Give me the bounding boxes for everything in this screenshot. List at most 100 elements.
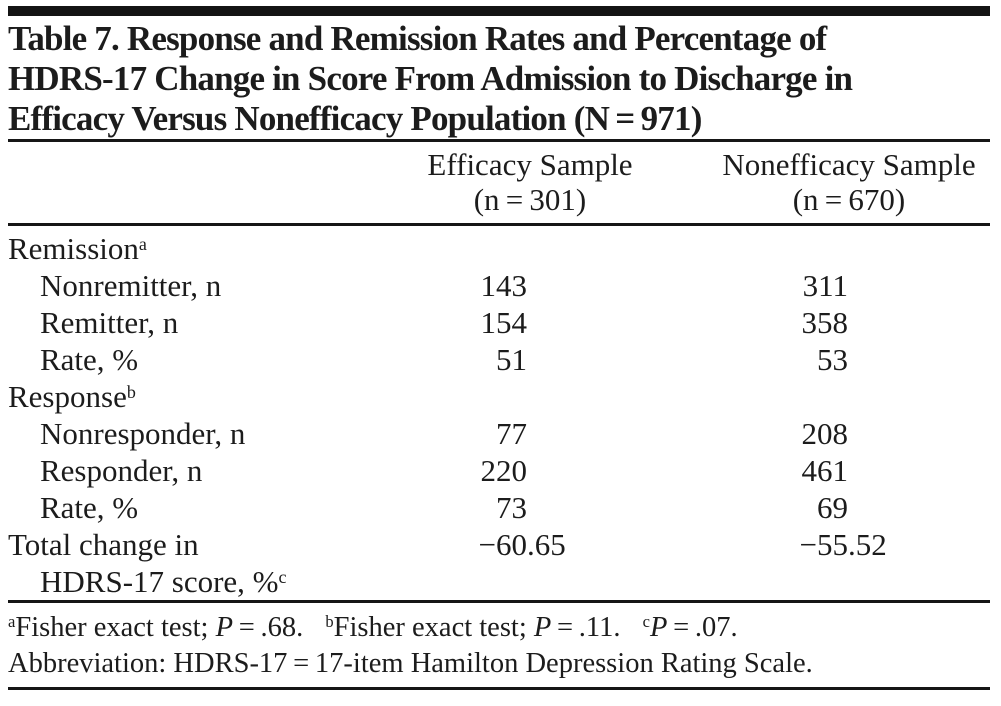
cell-nonefficacy bbox=[690, 563, 990, 600]
row-label-text: Total change in bbox=[8, 527, 199, 562]
int-part: 154 bbox=[480, 305, 528, 340]
footnote-a-p: P bbox=[215, 612, 234, 643]
table-row-remission-rate: Rate, % 51 53 bbox=[8, 341, 990, 378]
int-part: 77 bbox=[496, 416, 527, 451]
bottom-rule bbox=[8, 687, 990, 690]
int-part: 53 bbox=[817, 342, 848, 377]
table-body: Remissiona Nonremitter, n 143 311 Remitt… bbox=[8, 226, 990, 600]
footnote-b-value: = .11. bbox=[551, 612, 621, 643]
row-label-text: Rate, % bbox=[40, 342, 139, 377]
table-row-total-change-line2: HDRS-17 score, %c bbox=[8, 563, 990, 600]
journal-table-figure: Table 7. Response and Remission Rates an… bbox=[8, 6, 990, 690]
row-label: HDRS-17 score, %c bbox=[8, 563, 370, 600]
int-part: 143 bbox=[480, 268, 528, 303]
footnote-c-value: = .07. bbox=[667, 612, 738, 643]
footnote-a-text: Fisher exact test; bbox=[15, 612, 216, 643]
row-label-text: Response bbox=[8, 379, 127, 414]
cell-nonefficacy bbox=[690, 230, 990, 267]
row-label: Nonresponder, n bbox=[8, 415, 370, 452]
cell-efficacy: 220 bbox=[370, 452, 690, 489]
row-label-text: Nonremitter, n bbox=[40, 268, 222, 303]
cell-efficacy: −60.65 bbox=[370, 526, 690, 563]
cell-nonefficacy bbox=[690, 378, 990, 415]
column-header-efficacy-n: (n = 301) bbox=[473, 182, 587, 217]
header-spacer bbox=[8, 147, 370, 217]
column-header-efficacy: Efficacy Sample (n = 301) bbox=[370, 147, 690, 217]
column-header-nonefficacy-name: Nonefficacy Sample bbox=[722, 147, 976, 182]
footnote-c: cP = .07. bbox=[643, 612, 738, 643]
row-label: Rate, % bbox=[8, 341, 370, 378]
footnote-b-marker: b bbox=[325, 612, 334, 632]
int-part: 208 bbox=[801, 416, 849, 451]
footnote-a-marker: a bbox=[8, 612, 16, 632]
row-label-text: Responder, n bbox=[40, 453, 203, 488]
int-part: 220 bbox=[480, 453, 528, 488]
footnote-marker-a: a bbox=[138, 233, 147, 254]
cell-efficacy bbox=[370, 230, 690, 267]
cell-efficacy: 73 bbox=[370, 489, 690, 526]
int-part: 461 bbox=[801, 453, 849, 488]
int-part: 358 bbox=[801, 305, 849, 340]
row-label-text: HDRS-17 score, % bbox=[40, 564, 279, 599]
footnote-marker-c: c bbox=[278, 566, 287, 587]
table-title-line2: HDRS-17 Change in Score From Admission t… bbox=[8, 59, 853, 98]
cell-nonefficacy: 208 bbox=[690, 415, 990, 452]
cell-nonefficacy: 311 bbox=[690, 267, 990, 304]
int-part: −55 bbox=[799, 527, 848, 562]
row-label: Remitter, n bbox=[8, 304, 370, 341]
row-label: Nonremitter, n bbox=[8, 267, 370, 304]
footnote-b-p: P bbox=[533, 612, 552, 643]
int-part: 73 bbox=[496, 490, 527, 525]
cell-nonefficacy: 69 bbox=[690, 489, 990, 526]
frac-part: .52 bbox=[848, 527, 887, 562]
cell-efficacy: 154 bbox=[370, 304, 690, 341]
table-row-nonremitter: Nonremitter, n 143 311 bbox=[8, 267, 990, 304]
table-title-line1: Table 7. Response and Remission Rates an… bbox=[8, 19, 827, 58]
row-label: Rate, % bbox=[8, 489, 370, 526]
int-part: −60 bbox=[478, 527, 527, 562]
rule-under-title bbox=[8, 139, 990, 142]
cell-nonefficacy: 53 bbox=[690, 341, 990, 378]
row-label-text: Nonresponder, n bbox=[40, 416, 246, 451]
row-label-text: Remission bbox=[8, 231, 139, 266]
column-headers: Efficacy Sample (n = 301) Nonefficacy Sa… bbox=[8, 142, 990, 223]
cell-efficacy: 51 bbox=[370, 341, 690, 378]
cell-nonefficacy: −55.52 bbox=[690, 526, 990, 563]
footnote-b-text: Fisher exact test; bbox=[333, 612, 534, 643]
row-label: Total change in bbox=[8, 526, 370, 563]
footnote-c-marker: c bbox=[642, 612, 650, 632]
rule-above-footnotes bbox=[8, 600, 990, 603]
row-label-text: Remitter, n bbox=[40, 305, 179, 340]
footnote-marker-b: b bbox=[126, 381, 136, 402]
top-thick-rule bbox=[8, 6, 990, 16]
table-title-line3: Efficacy Versus Nonefficacy Population (… bbox=[8, 99, 702, 138]
column-header-nonefficacy: Nonefficacy Sample (n = 670) bbox=[699, 147, 999, 217]
table-row-response: Responseb bbox=[8, 378, 990, 415]
column-header-efficacy-name: Efficacy Sample bbox=[427, 147, 633, 182]
frac-part: .65 bbox=[527, 527, 566, 562]
rule-under-headers bbox=[8, 223, 990, 226]
table-row-responder: Responder, n 220 461 bbox=[8, 452, 990, 489]
table-row-remitter: Remitter, n 154 358 bbox=[8, 304, 990, 341]
cell-efficacy bbox=[370, 563, 690, 600]
table-title: Table 7. Response and Remission Rates an… bbox=[8, 19, 990, 139]
int-part: 51 bbox=[496, 342, 527, 377]
cell-efficacy: 77 bbox=[370, 415, 690, 452]
table-row-nonresponder: Nonresponder, n 77 208 bbox=[8, 415, 990, 452]
table-row-response-rate: Rate, % 73 69 bbox=[8, 489, 990, 526]
row-label: Remissiona bbox=[8, 230, 370, 267]
abbreviation-note: Abbreviation: HDRS-17 = 17-item Hamilton… bbox=[8, 648, 813, 679]
row-label: Responseb bbox=[8, 378, 370, 415]
footnote-c-p: P bbox=[649, 612, 668, 643]
cell-nonefficacy: 358 bbox=[690, 304, 990, 341]
footnote-a: aFisher exact test; P = .68. bbox=[8, 612, 303, 643]
int-part: 69 bbox=[817, 490, 848, 525]
cell-nonefficacy: 461 bbox=[690, 452, 990, 489]
int-part: 311 bbox=[802, 268, 848, 303]
cell-efficacy bbox=[370, 378, 690, 415]
table-row-total-change: Total change in −60.65 −55.52 bbox=[8, 526, 990, 563]
row-label-text: Rate, % bbox=[40, 490, 139, 525]
table-row-remission: Remissiona bbox=[8, 230, 990, 267]
footnote-a-value: = .68. bbox=[233, 612, 304, 643]
column-header-nonefficacy-n: (n = 670) bbox=[792, 182, 906, 217]
